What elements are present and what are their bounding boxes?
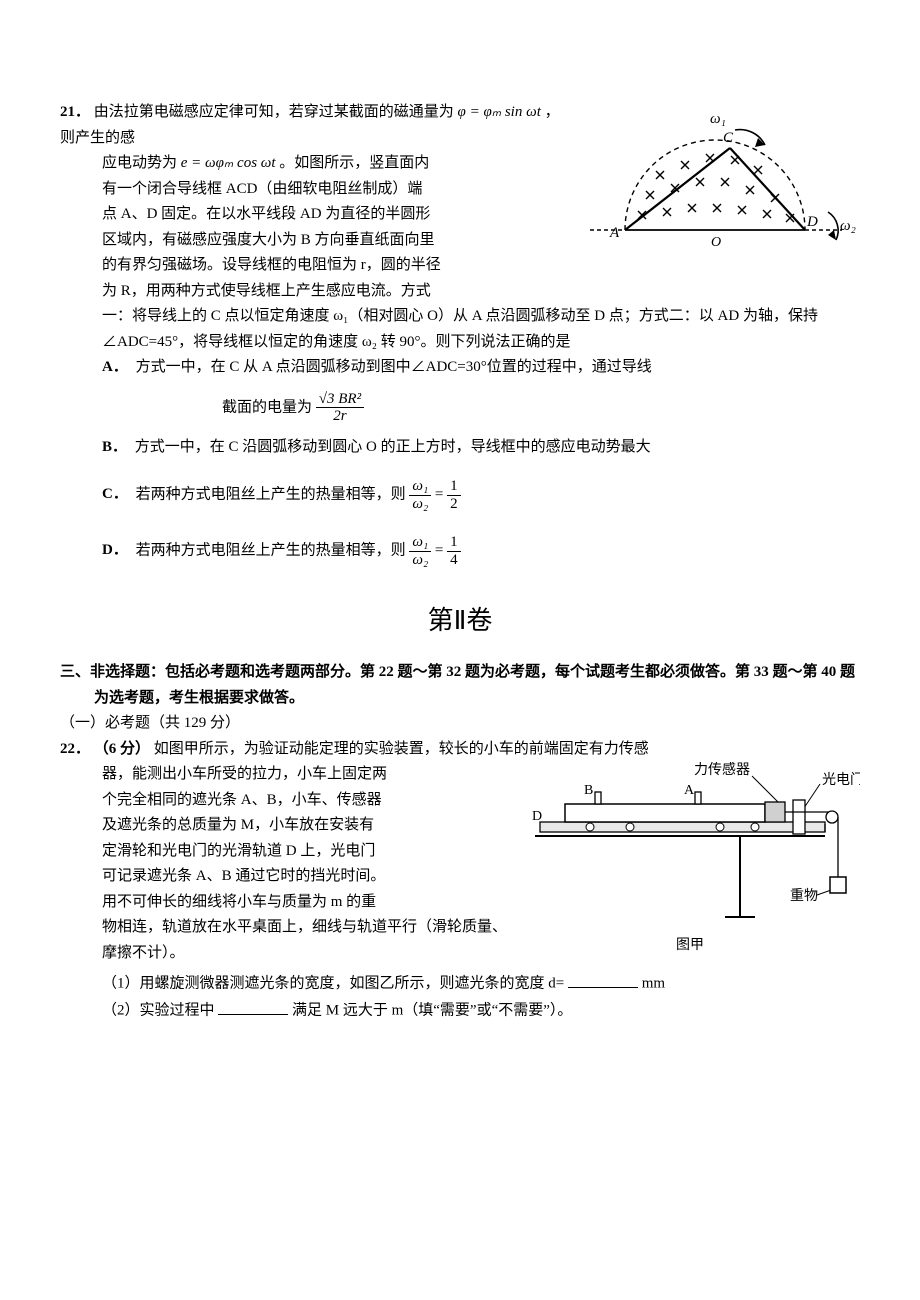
svg-text:B: B	[584, 783, 593, 798]
section-3-text: 三、非选择题：包括必考题和选考题两部分。第 22 题～第 32 题为必考题，每个…	[94, 660, 860, 711]
fraction: √3 BR² 2r	[316, 391, 364, 425]
equals: =	[435, 542, 447, 558]
option-label: C．	[102, 486, 128, 502]
q22-text: 器，能测出小车所受的拉力，小车上固定两	[102, 766, 387, 782]
q21-number: 21．	[60, 104, 90, 120]
answer-blank[interactable]	[568, 970, 638, 988]
svg-text:A: A	[609, 225, 620, 241]
q22-text: 个完全相同的遮光条 A、B，小车、传感器	[102, 792, 382, 808]
figure-caption: 图甲	[520, 934, 860, 958]
q21-text: 。如图所示，竖直面内	[279, 155, 429, 171]
numerator: 1	[447, 478, 461, 496]
q21-option-a: A． 方式一中，在 C 从 A 点沿圆弧移动到图中∠ADC=30°位置的过程中，…	[102, 355, 860, 425]
numerator: 1	[447, 534, 461, 552]
q22-text: 物相连，轨道放在水平桌面上，细线与轨道平行（滑轮质量、摩擦不计）。	[102, 919, 507, 961]
q21-text: 由法拉第电磁感应定律可知，若穿过某截面的磁通量为	[94, 104, 458, 120]
fraction: 1 2	[447, 478, 461, 512]
q21-option-b: B． 方式一中，在 C 沿圆弧移动到圆心 O 的正上方时，导线框中的感应电动势最…	[102, 435, 860, 461]
svg-text:D: D	[806, 214, 818, 230]
question-22: 22． （6 分） 如图甲所示，为验证动能定理的实验装置，较长的小车的前端固定有…	[60, 737, 860, 1025]
q21-option-c: C． 若两种方式电阻丝上产生的热量相等，则 ω₁ ω₂ = 1 2	[102, 478, 860, 512]
answer-blank[interactable]	[218, 997, 288, 1015]
option-text: 若两种方式电阻丝上产生的热量相等，则	[136, 542, 410, 558]
section-2-title: 第Ⅱ卷	[60, 598, 860, 642]
q22-text: 用不可伸长的细线将小车与质量为 m 的重	[102, 894, 376, 910]
unit: mm	[642, 976, 665, 992]
numerator: √3 BR²	[316, 391, 364, 409]
option-label: D．	[102, 542, 128, 558]
fraction: 1 4	[447, 534, 461, 568]
q22-text: 可记录遮光条 A、B 通过它时的挡光时间。	[102, 868, 385, 884]
svg-text:C: C	[723, 130, 734, 146]
q22-points: （6 分）	[94, 741, 150, 757]
numerator: ω₁	[409, 478, 431, 496]
subsection-label: （一）必考题（共 129 分）	[60, 711, 860, 737]
part-text: （1）用螺旋测微器测遮光条的宽度，如图乙所示，则遮光条的宽度 d=	[102, 976, 564, 992]
svg-text:ω₁: ω₁	[710, 111, 726, 127]
denominator: 2	[447, 496, 461, 513]
q22-part-1: （1）用螺旋测微器测遮光条的宽度，如图乙所示，则遮光条的宽度 d= mm	[102, 970, 860, 997]
q22-body: 力传感器 光电门 重物 B A	[102, 762, 860, 1024]
denominator: ω₂	[409, 552, 431, 569]
question-21: A C D O ω₁ ω₂ 21． 由法拉第电磁感应定律可知，若穿过某截面的磁通…	[60, 100, 860, 574]
q21-text: 一：将导线上的 C 点以恒定角速度 ω₁（相对圆心 O）从 A 点沿圆弧移动至 …	[102, 308, 818, 350]
q21-figure: A C D O ω₁ ω₂	[580, 100, 860, 270]
denominator: ω₂	[409, 496, 431, 513]
q21-text: 区域内，有磁感应强度大小为 B 方向垂直纸面向里	[102, 232, 435, 248]
svg-text:力传感器: 力传感器	[694, 762, 750, 778]
option-text: 方式一中，在 C 从 A 点沿圆弧移动到图中∠ADC=30°位置的过程中，通过导…	[136, 359, 652, 375]
svg-text:ω₂: ω₂	[840, 218, 856, 234]
q22-text: 定滑轮和光电门的光滑轨道 D 上，光电门	[102, 843, 375, 859]
section-3-heading: 三、非选择题：包括必考题和选考题两部分。第 22 题～第 32 题为必考题，每个…	[60, 660, 860, 737]
fraction: ω₁ ω₂	[409, 478, 431, 512]
q21-option-d: D． 若两种方式电阻丝上产生的热量相等，则 ω₁ ω₂ = 1 4	[102, 534, 860, 568]
equals: =	[435, 486, 447, 502]
numerator: ω₁	[409, 534, 431, 552]
apparatus-diagram: 力传感器 光电门 重物 B A	[520, 762, 860, 922]
option-label: A．	[102, 359, 128, 375]
q22-text: 如图甲所示，为验证动能定理的实验装置，较长的小车的前端固定有力传感	[154, 741, 649, 757]
option-text: 方式一中，在 C 沿圆弧移动到圆心 O 的正上方时，导线框中的感应电动势最大	[135, 439, 651, 455]
option-text: 截面的电量为	[222, 399, 316, 415]
fraction: ω₁ ω₂	[409, 534, 431, 568]
q22-figure: 力传感器 光电门 重物 B A	[520, 762, 860, 957]
q21-emf-eq: e = ωφₘ cos ωt	[181, 155, 276, 171]
q22-part-2: （2）实验过程中 满足 M 远大于 m（填“需要”或“不需要”）。	[102, 997, 860, 1024]
svg-text:O: O	[711, 235, 721, 250]
q21-phi-eq: φ = φₘ sin ωt	[458, 104, 541, 120]
semicircle-diagram: A C D O ω₁ ω₂	[580, 100, 860, 260]
option-text: 若两种方式电阻丝上产生的热量相等，则	[136, 486, 410, 502]
q21-text: 点 A、D 固定。在以水平线段 AD 为直径的半圆形	[102, 206, 430, 222]
q21-text: 应电动势为	[102, 155, 181, 171]
svg-text:A: A	[684, 783, 695, 798]
denominator: 4	[447, 552, 461, 569]
q22-number: 22．	[60, 741, 90, 757]
q21-text: 为 R，用两种方式使导线框上产生感应电流。方式	[102, 283, 431, 299]
part-text: 满足 M 远大于 m（填“需要”或“不需要”）。	[292, 1003, 572, 1019]
q21-text: 有一个闭合导线框 ACD（由细软电阻丝制成）端	[102, 181, 422, 197]
option-label: B．	[102, 439, 127, 455]
svg-text:重物: 重物	[790, 888, 818, 904]
part-text: （2）实验过程中	[102, 1003, 215, 1019]
option-a-line2: 截面的电量为 √3 BR² 2r	[222, 391, 860, 425]
denominator: 2r	[316, 408, 364, 425]
q22-text: 及遮光条的总质量为 M，小车放在安装有	[102, 817, 374, 833]
svg-text:D: D	[532, 809, 542, 824]
svg-text:光电门: 光电门	[822, 772, 860, 788]
q21-text: 的有界匀强磁场。设导线框的电阻恒为 r，圆的半径	[102, 257, 441, 273]
